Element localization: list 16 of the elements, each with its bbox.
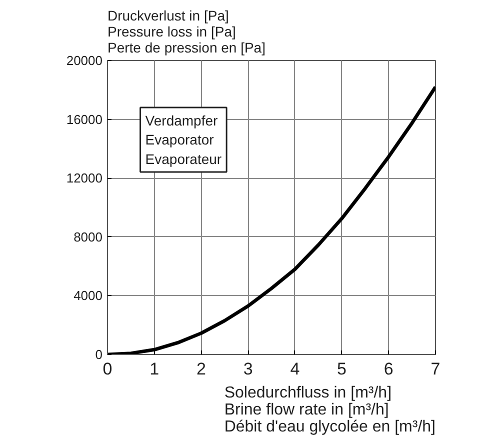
x-tick-label: 4 [290, 360, 300, 378]
y-tick-label: 12000 [66, 170, 103, 186]
y-tick-label: 0 [95, 347, 103, 362]
x-tick-label: 6 [384, 360, 394, 378]
y-tick-label: 8000 [74, 229, 102, 244]
x-tick-label: 2 [196, 360, 206, 378]
x-tick-label: 3 [243, 360, 253, 378]
y-tick-label: 4000 [74, 288, 102, 304]
x-tick-label: 1 [150, 360, 160, 378]
x-tick-label: 7 [430, 360, 440, 378]
x-tick-label: 5 [337, 360, 347, 378]
x-axis-title: Soledurchfluss in [m³/h] Brine flow rate in [m³/h] Débit d'eau glycolée en [m³/h] [224, 384, 436, 436]
chart-title: Druckverlust in [Pa] Pressure loss in [Pa] Perte de pression en [Pa] [108, 8, 266, 56]
annotation: Verdampfer Evaporator Evaporateur [145, 112, 222, 167]
y-tick-label: 16000 [66, 112, 103, 127]
y-tick-label: 20000 [66, 53, 103, 68]
